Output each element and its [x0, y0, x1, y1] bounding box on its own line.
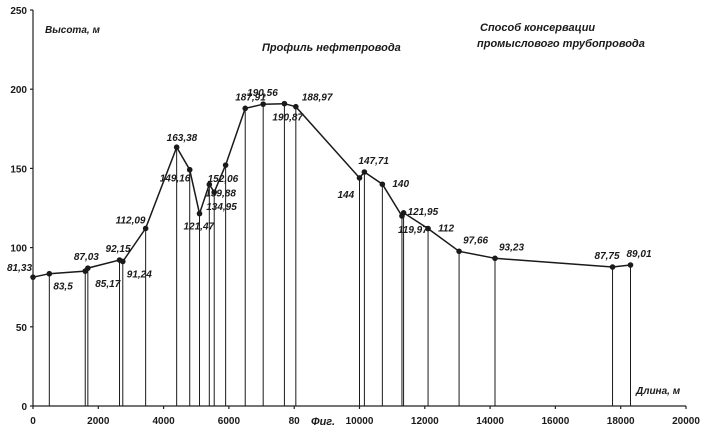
data-label: 140: [392, 179, 409, 190]
y-axis-label: Высота, м: [45, 25, 100, 36]
y-tick-label: 200: [10, 85, 27, 96]
data-point: [242, 106, 248, 112]
x-tick-label: 2000: [87, 416, 110, 427]
data-label: 112: [438, 224, 454, 235]
data-point: [456, 249, 462, 255]
data-label: 83,5: [53, 282, 73, 293]
data-point: [30, 274, 36, 280]
data-label: 190,56: [247, 88, 278, 99]
data-point: [380, 181, 386, 187]
data-label: 93,23: [499, 242, 524, 253]
x-tick-label: 16000: [541, 416, 569, 427]
x-tick-label: 4000: [152, 416, 175, 427]
data-label: 134,95: [206, 202, 237, 213]
data-point: [120, 259, 126, 265]
data-point: [143, 226, 149, 232]
data-point: [628, 262, 634, 268]
data-label: 144: [338, 190, 355, 201]
y-tick-label: 50: [16, 323, 28, 334]
data-point: [47, 271, 53, 277]
data-point: [401, 210, 407, 216]
data-label: 89,01: [626, 249, 651, 260]
data-point: [174, 144, 180, 150]
data-label: 190,87: [272, 113, 303, 124]
data-point: [187, 167, 193, 173]
x-tick-label: 6000: [218, 416, 241, 427]
x-tick-label: 18000: [607, 416, 635, 427]
x-tick-label: 0: [30, 416, 36, 427]
data-label: 81,33: [7, 263, 32, 274]
chart-subtitle-line-2: промыслового трубопровода: [477, 38, 645, 50]
data-label: 97,66: [463, 235, 488, 246]
data-label: 87,75: [595, 251, 620, 262]
data-label: 121,95: [408, 207, 439, 218]
y-tick-label: 0: [21, 402, 27, 413]
data-label: 152,06: [208, 174, 239, 185]
x-axis-label: Длина, м: [635, 386, 681, 397]
y-tick-labels: 0 50 100 150 200 250: [10, 6, 33, 413]
data-label: 119,97: [398, 225, 428, 236]
data-point: [223, 162, 229, 168]
data-label: 121,47: [184, 222, 215, 233]
data-label: 92,15: [106, 244, 131, 255]
data-label: 163,38: [167, 133, 198, 144]
chart-subtitle-line-1: Способ консервации: [480, 22, 595, 34]
data-point: [492, 256, 498, 262]
x-tick-labels: 0 2000 4000 6000 80 10000 12000 14000 16000 18000…: [30, 406, 700, 427]
data-point: [610, 264, 616, 270]
x-tick-label: 12000: [411, 416, 439, 427]
data-point: [197, 211, 203, 217]
data-label: 112,09: [116, 215, 146, 226]
x-tick-label: 14000: [476, 416, 504, 427]
data-label: 139,88: [205, 188, 236, 199]
data-point: [357, 175, 363, 181]
data-point: [293, 104, 299, 110]
figure-caption: Фиг.: [311, 416, 335, 428]
x-tick-label: 10000: [346, 416, 374, 427]
x-tick-label: 80: [289, 416, 301, 427]
data-label: 149,16: [160, 174, 191, 185]
x-tick-label: 20000: [672, 416, 700, 427]
y-tick-label: 150: [10, 164, 27, 175]
data-label: 188,97: [302, 93, 333, 104]
data-point: [85, 265, 91, 271]
chart-title: Профиль нефтепровода: [262, 42, 401, 54]
y-tick-label: 250: [10, 6, 27, 17]
y-tick-label: 100: [10, 244, 27, 255]
data-point: [362, 169, 368, 175]
data-label: 91,24: [127, 269, 152, 280]
data-label: 87,03: [74, 252, 99, 263]
data-label: 85,17: [95, 279, 120, 290]
data-label: 147,71: [358, 156, 389, 167]
data-point: [282, 101, 288, 107]
